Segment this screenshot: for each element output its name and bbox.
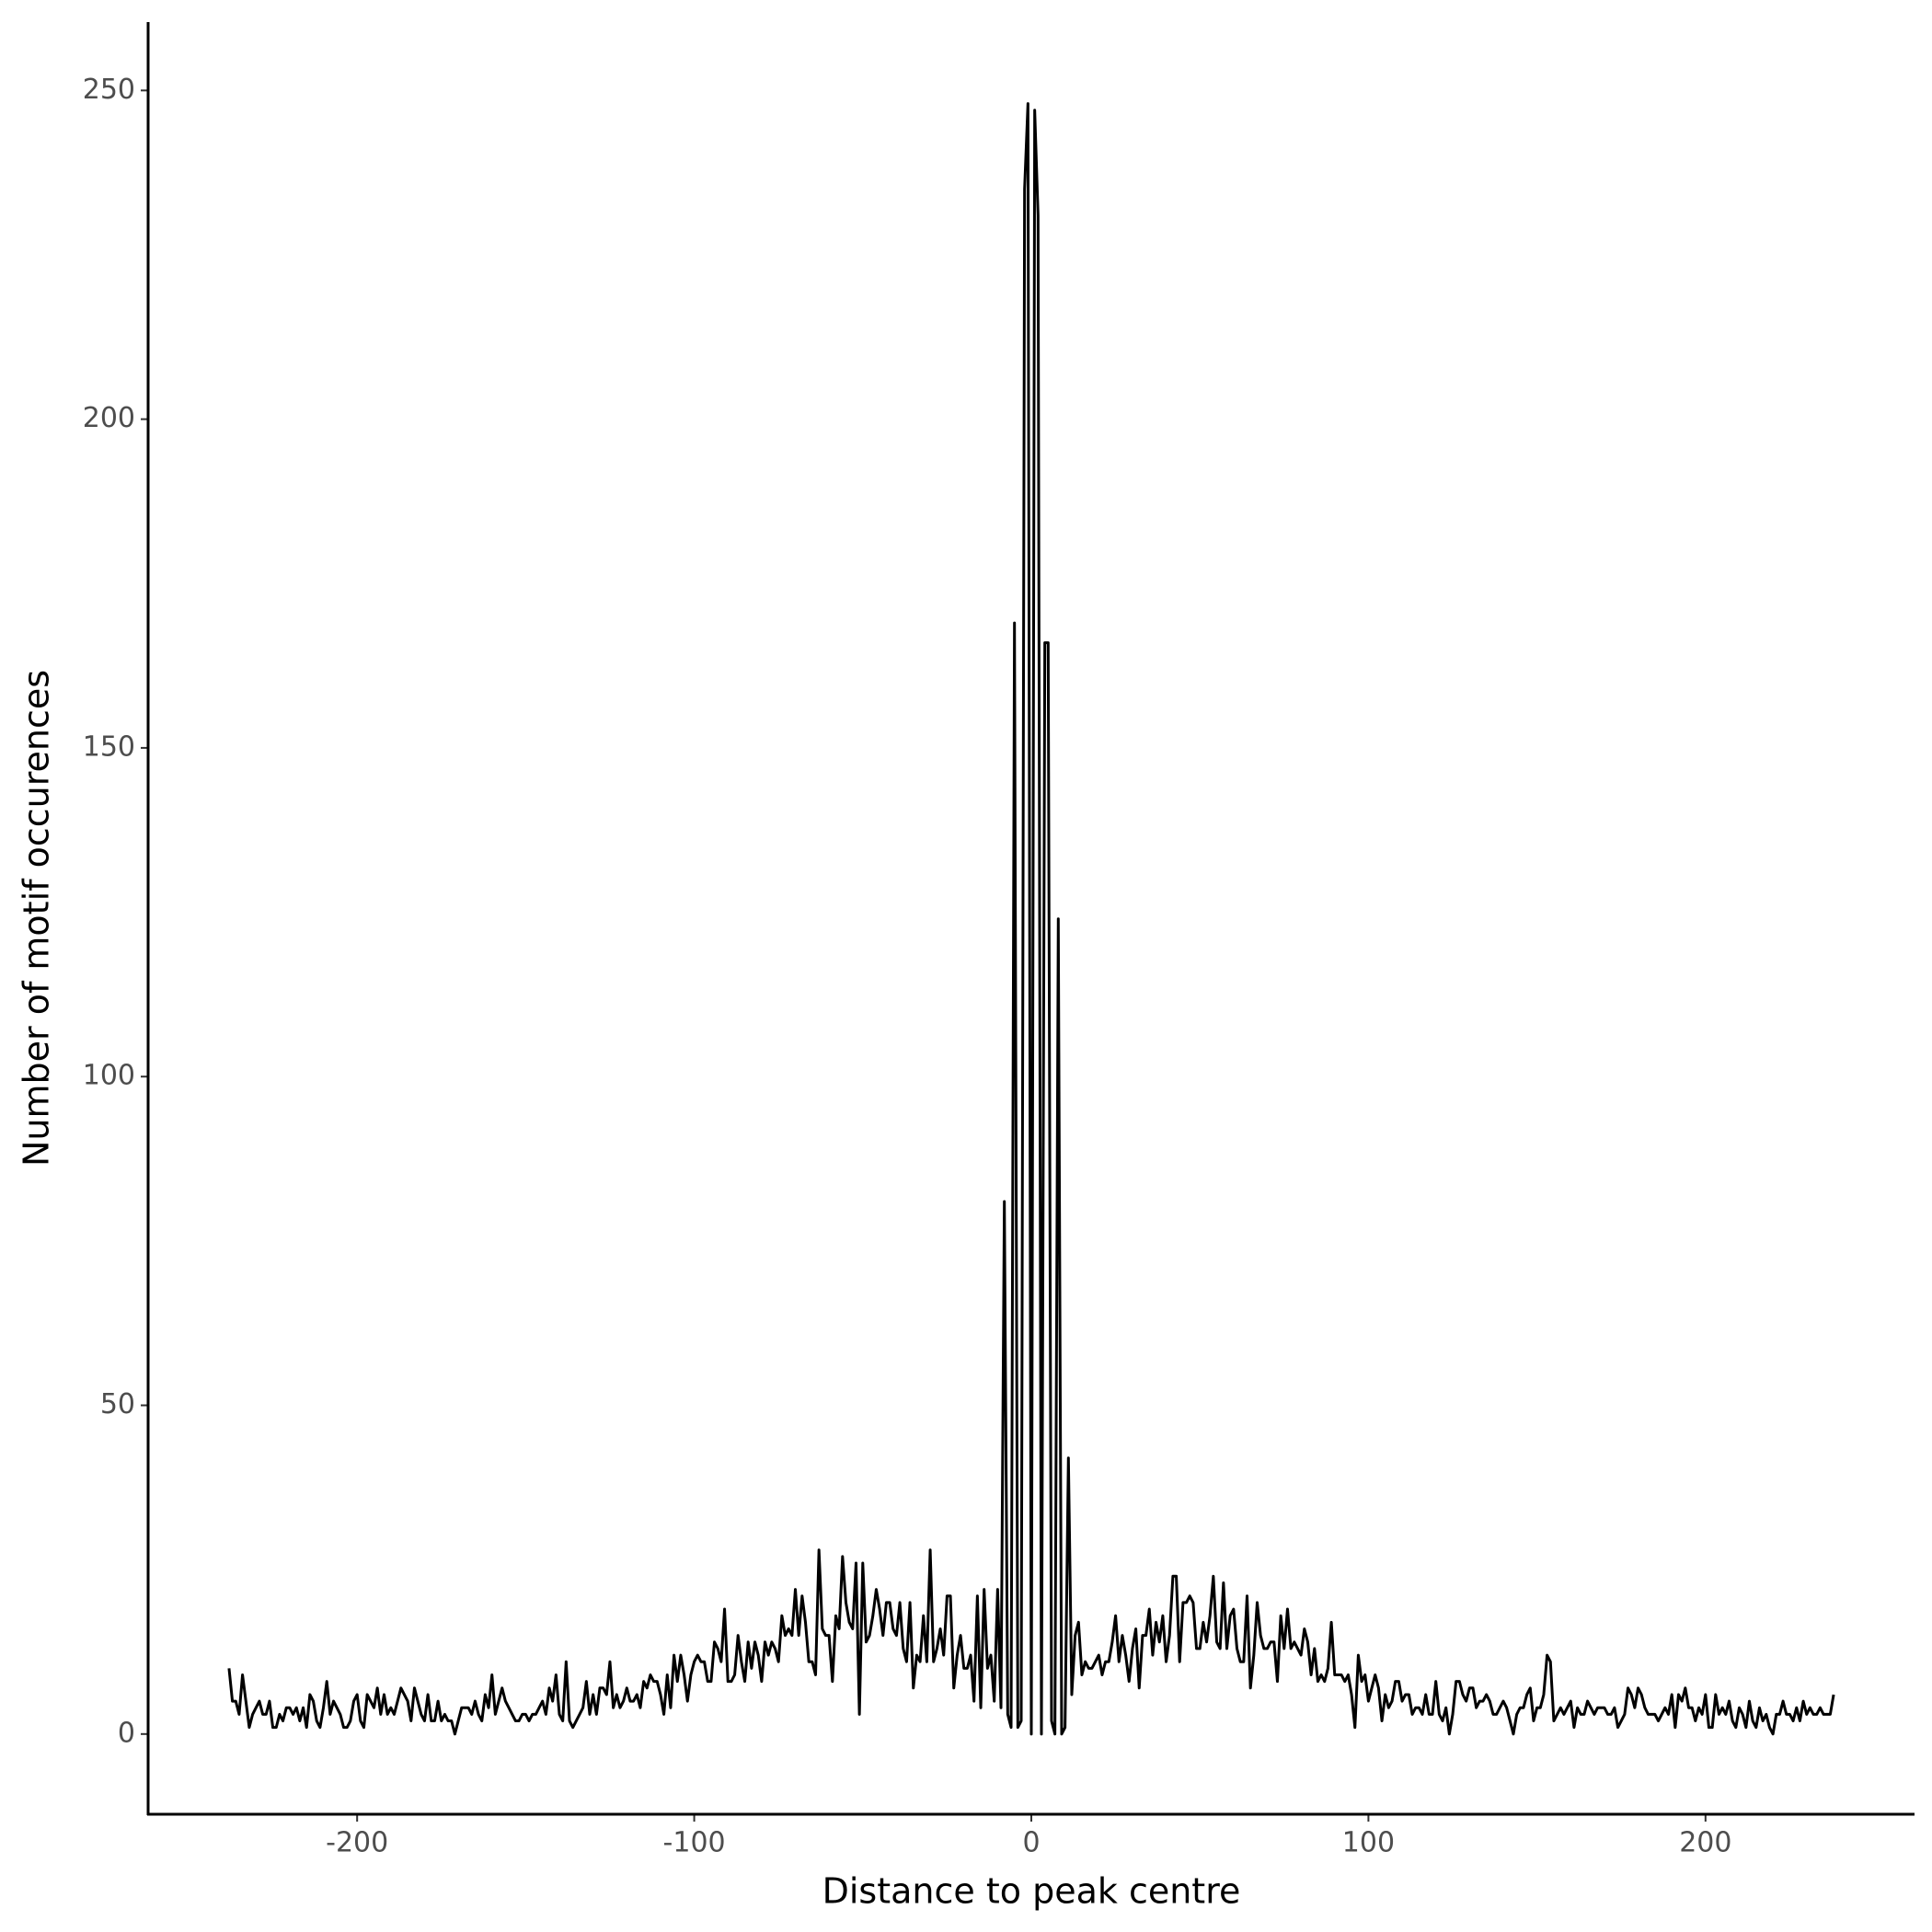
x-axis-title: Distance to peak centre bbox=[822, 1871, 1241, 1912]
x-tick-label: 100 bbox=[1342, 1827, 1395, 1859]
y-axis-title: Number of motif occurences bbox=[17, 670, 57, 1167]
x-tick-label: -100 bbox=[663, 1827, 726, 1859]
y-tick-label: 50 bbox=[100, 1388, 135, 1420]
x-tick-label: 200 bbox=[1679, 1827, 1731, 1859]
data-line bbox=[227, 102, 1835, 1736]
y-tick-label: 100 bbox=[83, 1060, 135, 1092]
y-tick-label: 0 bbox=[118, 1717, 135, 1749]
x-tick-label: 0 bbox=[1022, 1827, 1040, 1859]
y-tick-label: 200 bbox=[83, 402, 135, 434]
x-tick-label: -200 bbox=[326, 1827, 388, 1859]
y-tick-label: 150 bbox=[83, 730, 135, 763]
y-tick-label: 250 bbox=[83, 74, 135, 106]
